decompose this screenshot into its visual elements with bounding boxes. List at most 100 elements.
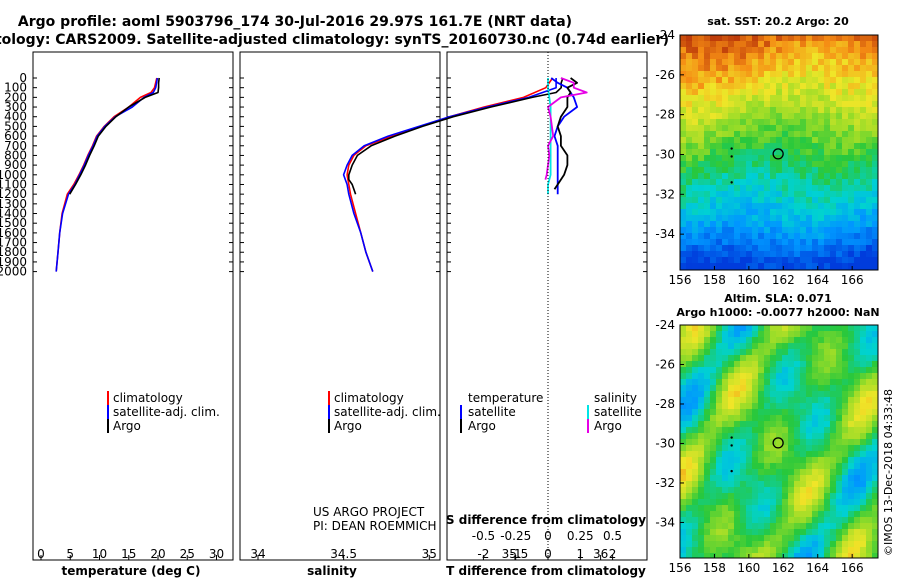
sla-cell [764, 409, 770, 415]
sst-cell [770, 161, 776, 167]
sla-cell [722, 367, 728, 373]
sla-cell [800, 529, 806, 535]
sst-cell [740, 197, 746, 203]
sst-cell [680, 53, 686, 59]
sst-cell [800, 119, 806, 125]
sla-cell [812, 391, 818, 397]
sst-cell [866, 239, 872, 245]
sst-cell [710, 227, 716, 233]
sla-cell [782, 385, 788, 391]
sst-cell [800, 191, 806, 197]
sst-cell [752, 101, 758, 107]
sla-cell [836, 553, 842, 558]
sst-cell [872, 167, 878, 173]
sst-cell [758, 71, 764, 77]
sst-cell [776, 95, 782, 101]
sla-cell [794, 463, 800, 469]
sla-cell [698, 481, 704, 487]
sla-cell [710, 409, 716, 415]
legend-sal-satellite-label: satellite [594, 405, 642, 419]
sla-cell [824, 481, 830, 487]
sla-cell [710, 451, 716, 457]
sst-cell [686, 59, 692, 65]
sla-cell [860, 403, 866, 409]
sla-cell [872, 469, 878, 475]
sla-cell [740, 379, 746, 385]
sla-cell [746, 385, 752, 391]
sst-cell [830, 83, 836, 89]
sst-cell [734, 137, 740, 143]
sst-cell [770, 155, 776, 161]
sla-cell [824, 535, 830, 541]
sst-cell [686, 47, 692, 53]
sst-cell [800, 173, 806, 179]
sla-cell [692, 331, 698, 337]
sla-cell [782, 553, 788, 558]
sst-cell [812, 137, 818, 143]
sla-cell [740, 415, 746, 421]
sst-cell [842, 263, 848, 269]
sst-cell [806, 41, 812, 47]
sst-cell [842, 65, 848, 71]
sla-cell [806, 355, 812, 361]
sla-cell [758, 469, 764, 475]
sla-cell [740, 355, 746, 361]
sst-cell [776, 191, 782, 197]
sla-cell [812, 409, 818, 415]
sla-cell [716, 325, 722, 331]
sst-cell [854, 71, 860, 77]
sst-cell [824, 101, 830, 107]
temperature-legend: climatology satellite-adj. clim. Argo [107, 391, 220, 433]
sla-cell [800, 421, 806, 427]
sst-cell [818, 143, 824, 149]
sst-cell [866, 251, 872, 257]
sst-cell [728, 203, 734, 209]
map-x-tick-label: 162 [772, 561, 795, 575]
sla-cell [686, 451, 692, 457]
sst-cell [710, 131, 716, 137]
sla-cell [722, 481, 728, 487]
sla-cell [782, 415, 788, 421]
sla-cell [740, 385, 746, 391]
sst-cell [704, 107, 710, 113]
sst-cell [806, 173, 812, 179]
sst-cell [848, 233, 854, 239]
sla-cell [836, 367, 842, 373]
sla-cell [716, 451, 722, 457]
sla-cell [782, 475, 788, 481]
sla-cell [680, 385, 686, 391]
sla-cell [806, 523, 812, 529]
sst-cell [698, 155, 704, 161]
sst-cell [722, 209, 728, 215]
sla-cell [698, 391, 704, 397]
sst-cell [692, 257, 698, 263]
sst-cell [782, 233, 788, 239]
sla-cell [860, 493, 866, 499]
sla-cell [752, 433, 758, 439]
sla-cell [770, 385, 776, 391]
sla-cell [758, 415, 764, 421]
sla-cell [698, 451, 704, 457]
sst-cell [746, 149, 752, 155]
sla-cell [776, 547, 782, 553]
sla-cell [848, 475, 854, 481]
argo-dot [730, 155, 733, 158]
sla-cell [776, 427, 782, 433]
sst-cell [848, 47, 854, 53]
sla-cell [716, 553, 722, 558]
sst-cell [806, 101, 812, 107]
sla-cell [806, 403, 812, 409]
sst-cell [842, 125, 848, 131]
sst-cell [818, 125, 824, 131]
sst-cell [806, 191, 812, 197]
map-x-tick-label: 158 [703, 273, 726, 287]
sla-cell [758, 403, 764, 409]
sst-cell [770, 191, 776, 197]
sst-cell [806, 239, 812, 245]
sst-cell [842, 221, 848, 227]
sst-cell [872, 101, 878, 107]
sst-cell [770, 143, 776, 149]
sst-cell [818, 89, 824, 95]
sla-cell [710, 433, 716, 439]
sla-cell [698, 475, 704, 481]
